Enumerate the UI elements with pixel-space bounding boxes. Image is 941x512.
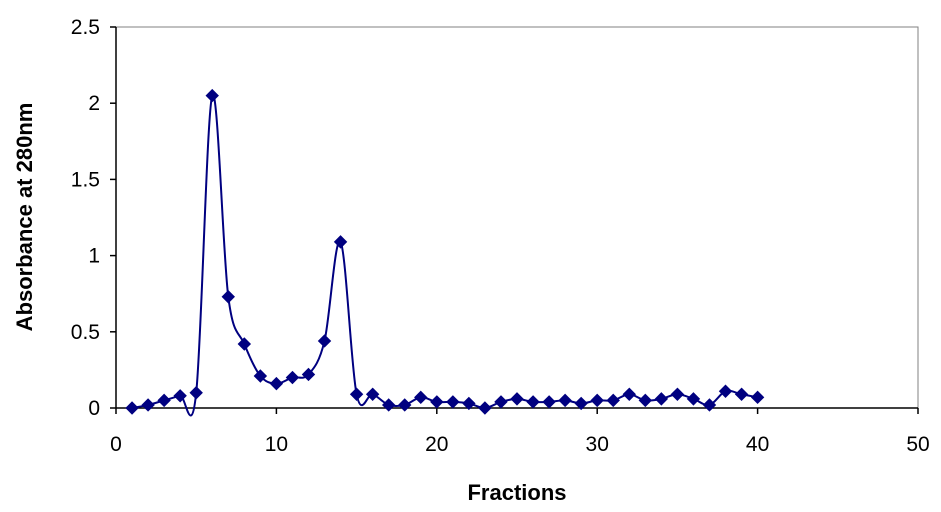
data-point-14 xyxy=(333,235,348,249)
y-axis-title: Absorbance at 280nm xyxy=(12,103,37,332)
data-point-39 xyxy=(734,387,749,401)
data-point-20 xyxy=(430,395,444,409)
x-axis-title: Fractions xyxy=(467,480,566,505)
data-point-35 xyxy=(670,387,685,401)
data-point-23 xyxy=(478,401,492,415)
data-point-1 xyxy=(125,401,139,415)
data-point-34 xyxy=(654,392,669,406)
data-point-24 xyxy=(494,395,508,409)
x-axis-ticks: 0 10 20 30 40 50 xyxy=(110,408,930,456)
data-point-15 xyxy=(349,387,364,401)
data-point-19 xyxy=(414,390,428,405)
y-tick-label: 0.5 xyxy=(71,321,100,344)
x-tick-label: 10 xyxy=(265,433,288,456)
x-tick-label: 30 xyxy=(586,433,609,456)
data-point-5 xyxy=(189,386,203,400)
data-point-13 xyxy=(317,334,332,348)
data-point-28 xyxy=(558,393,572,408)
data-point-37 xyxy=(702,398,717,412)
data-point-10 xyxy=(269,376,284,391)
data-point-3 xyxy=(157,393,171,408)
y-tick-label: 0 xyxy=(88,397,100,420)
data-point-30 xyxy=(590,393,604,408)
data-point-6 xyxy=(205,88,219,103)
data-point-21 xyxy=(446,395,460,409)
data-point-40 xyxy=(750,390,765,405)
y-tick-label: 2.5 xyxy=(71,16,100,39)
data-point-4 xyxy=(173,389,187,403)
data-point-25 xyxy=(510,392,524,406)
data-point-17 xyxy=(381,398,396,412)
data-point-11 xyxy=(285,370,300,385)
x-tick-label: 50 xyxy=(906,433,929,456)
data-point-16 xyxy=(365,387,380,401)
data-point-22 xyxy=(462,396,476,411)
x-tick-label: 0 xyxy=(110,433,122,456)
data-point-7 xyxy=(221,290,235,304)
data-point-38 xyxy=(718,384,733,398)
data-point-12 xyxy=(301,367,316,382)
data-point-18 xyxy=(398,398,412,412)
x-tick-label: 40 xyxy=(746,433,769,456)
y-tick-label: 1 xyxy=(88,245,100,268)
data-point-32 xyxy=(622,387,636,401)
data-point-29 xyxy=(574,396,588,411)
data-point-31 xyxy=(606,393,620,408)
data-point-26 xyxy=(526,395,540,409)
x-tick-label: 20 xyxy=(425,433,448,456)
y-tick-label: 1.5 xyxy=(71,168,100,191)
y-axis-ticks: 0 0.5 1 1.5 2 2.5 xyxy=(71,16,116,420)
data-point-36 xyxy=(686,392,701,406)
plot-area xyxy=(115,26,919,409)
series-group xyxy=(125,88,765,417)
data-point-33 xyxy=(638,393,653,408)
y-tick-label: 2 xyxy=(88,92,100,115)
data-point-8 xyxy=(237,337,252,351)
data-point-9 xyxy=(253,369,268,383)
data-point-27 xyxy=(542,395,556,409)
data-point-2 xyxy=(141,398,155,412)
